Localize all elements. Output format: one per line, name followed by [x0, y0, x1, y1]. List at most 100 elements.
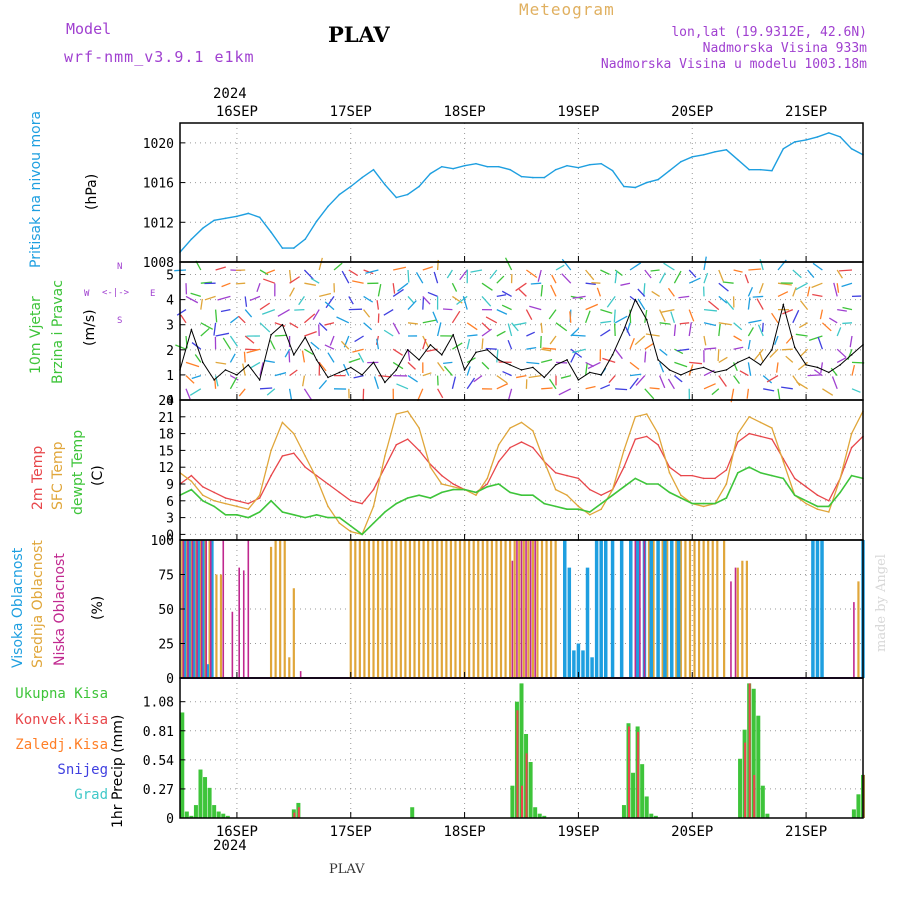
- date-label-bottom-5: 21SEP: [785, 824, 827, 840]
- y-tick-label-5-1: 0.27: [143, 783, 174, 798]
- wind-barb-8-5: [304, 331, 317, 337]
- wind-barb-15-3: [407, 300, 417, 311]
- cloud-unit-label: (%): [90, 595, 106, 620]
- wind-barb-8-9: [303, 388, 313, 401]
- wind-barb-38-4: [748, 319, 762, 324]
- wind-barb-1-7: [194, 354, 202, 363]
- wind-barb-28-9: [600, 384, 611, 390]
- date-label-bottom-3: 19SEP: [557, 824, 599, 840]
- wind-barb-45-0: [839, 269, 853, 272]
- pressure-line-point-35: [577, 166, 580, 169]
- temp2m-line-point-44: [680, 474, 682, 477]
- wind-speed-line-point-11: [304, 336, 307, 339]
- compass-n-label: N: [117, 262, 123, 272]
- temp2m-line-point-2: [201, 486, 204, 488]
- pressure-line-point-20: [406, 193, 409, 196]
- wind-barb-11-4: [336, 316, 350, 324]
- wind-speed-line-point-35: [577, 379, 580, 381]
- wind-barb-26-9: [558, 388, 572, 396]
- wind-barb-14-7: [392, 361, 404, 370]
- wind-barb-30-8: [629, 373, 642, 377]
- wind-barb-34-1: [688, 277, 701, 284]
- wind-barb-21-4: [485, 316, 498, 324]
- pressure-line-point-38: [611, 169, 614, 172]
- wind-barb-37-4: [733, 322, 743, 331]
- sfc-temp-line-point-3: [213, 500, 215, 502]
- wind-barb-17-4: [432, 311, 439, 324]
- wind-barb-1-2: [190, 292, 201, 298]
- wind-barb-32-1: [659, 272, 666, 284]
- sfc-temp-line-point-40: [634, 416, 637, 418]
- precip-total-bar-28: [649, 813, 654, 818]
- dewpt-line-point-19: [395, 502, 398, 505]
- wind-barb-44-8: [830, 367, 838, 377]
- wind-barb-41-2: [792, 287, 797, 297]
- temp2m-line-point-1: [190, 474, 193, 477]
- wind-barb-13-2: [377, 284, 382, 297]
- wind-barb-1-1: [200, 281, 213, 284]
- wind-barb-24-7: [541, 359, 553, 364]
- pressure-line-point-45: [691, 155, 694, 158]
- wind-barb-29-5: [613, 323, 616, 337]
- dewpt-line-point-38: [611, 494, 614, 497]
- precip-total-bar-5: [203, 777, 208, 818]
- sfc-temp-line-point-48: [725, 483, 728, 485]
- precip-total-bar-20: [537, 813, 542, 818]
- pressure-line-point-3: [213, 219, 215, 222]
- wind-barb-20-2: [481, 295, 492, 307]
- wind-barb-17-5: [436, 322, 442, 337]
- y-tick-label-1-2: 1016: [143, 177, 174, 192]
- dewpt-line-point-52: [771, 474, 773, 477]
- wind-barb-41-0: [792, 269, 802, 279]
- temp2m-line-point-19: [395, 444, 398, 446]
- legend-grad: Grad: [74, 787, 108, 803]
- sfc-temp-line-point-18: [384, 455, 386, 457]
- wind-barb-2-5: [215, 332, 230, 337]
- wind-barb-5-7: [249, 361, 261, 369]
- y-tick-label-1-0: 1008: [143, 256, 174, 271]
- temp2m-line-point-3: [213, 491, 215, 494]
- wind-barb-44-2: [833, 282, 838, 297]
- y-tick-label-3-1: 3: [166, 512, 174, 527]
- tick-layer: 1008101210161020012345036912151821240255…: [143, 104, 827, 840]
- pressure-line-point-44: [680, 160, 682, 163]
- wind-barb-20-8: [473, 375, 483, 383]
- wind-barb-21-7: [496, 349, 499, 363]
- sfc-temp-line-point-13: [327, 505, 329, 508]
- wind-barb-41-4: [792, 309, 800, 324]
- wind-barb-22-4: [511, 322, 519, 332]
- wind-barb-16-1: [415, 272, 424, 284]
- pressure-line-point-34: [566, 164, 568, 167]
- wind-barb-4-1: [235, 282, 246, 285]
- wind-barb-8-3: [294, 308, 305, 311]
- wind-barb-19-0: [459, 269, 468, 281]
- precip-total-bar-0: [180, 712, 185, 818]
- wind-barb-18-9: [451, 376, 457, 389]
- wind-barb-7-7: [288, 351, 291, 363]
- pressure-line-point-55: [805, 139, 807, 141]
- wind-barb-6-3: [261, 308, 276, 315]
- dewpt-line-point-27: [486, 486, 489, 488]
- precip-total-bar-29: [653, 815, 658, 818]
- y-tick-label-5-4: 1.08: [143, 696, 174, 711]
- wind-barb-44-7: [836, 357, 847, 363]
- wind-barb-29-9: [615, 388, 628, 391]
- wind-barb-27-9: [585, 385, 596, 390]
- wind-barb-12-5: [354, 335, 364, 343]
- temp2m-line-point-52: [771, 438, 773, 441]
- wind-barb-31-4: [644, 309, 648, 323]
- wind-barb-15-4: [407, 322, 418, 325]
- legend-konvek-kisa: Konvek.Kisa: [15, 712, 108, 728]
- wind-barb-37-1: [722, 281, 734, 284]
- y-tick-label-3-4: 12: [158, 461, 174, 476]
- precip-total-bar-16: [519, 683, 524, 818]
- wind-barb-39-4: [761, 322, 764, 332]
- precip-total-bar-22: [621, 805, 626, 818]
- y-tick-label-2-5: 5: [166, 269, 174, 284]
- wind-speed-line-point-36: [589, 371, 591, 374]
- wind-barb-36-6: [717, 349, 720, 362]
- wind-barb-3-4: [230, 316, 240, 324]
- wind-barb-27-0: [585, 269, 595, 281]
- wind-speed-line-point-21: [418, 359, 420, 361]
- precip-total-bar-7: [212, 805, 217, 818]
